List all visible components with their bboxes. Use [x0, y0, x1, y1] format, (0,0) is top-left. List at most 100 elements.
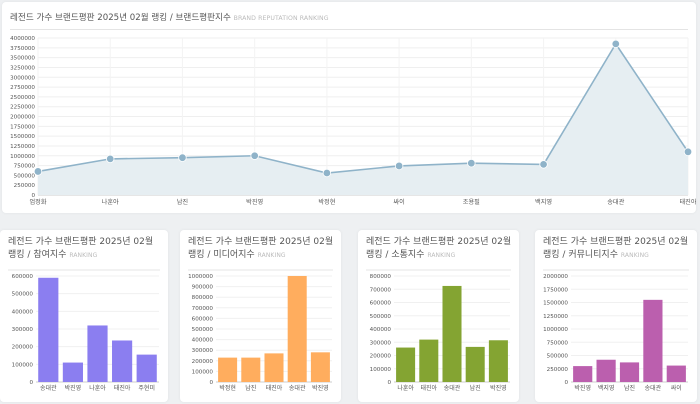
y-tick-label: 300000 [370, 340, 392, 346]
bar [573, 366, 593, 382]
area-fill [38, 43, 688, 196]
x-tick-label: 싸이 [671, 384, 682, 392]
media-title-text: 레전드 가수 브랜드평판 2025년 02월 랭킹 / 미디어지수 [188, 237, 334, 260]
data-point [33, 167, 43, 176]
data-point [467, 159, 476, 168]
x-tick-label: 남진 [177, 198, 189, 206]
x-tick-label: 나훈아 [102, 198, 119, 206]
data-point [250, 151, 259, 160]
main-chart-title: 레전드 가수 브랜드평판 2025년 02월 랭킹 / 브랜드평판지수 BRAN… [10, 12, 688, 25]
bar [112, 340, 133, 382]
y-tick-label: 1250000 [543, 314, 568, 320]
y-tick-label: 600000 [192, 316, 214, 322]
y-tick-label: 1000000 [188, 274, 213, 280]
y-tick-label: 3250000 [10, 65, 35, 71]
bar [488, 340, 508, 382]
y-tick-label: 400000 [370, 327, 392, 333]
participation-title-text: 레전드 가수 브랜드평판 2025년 02월 랭킹 / 참여지수 [8, 237, 154, 260]
communication-chart-title: 레전드 가수 브랜드평판 2025년 02월 랭킹 / 소통지수 RANKING [366, 236, 513, 262]
y-tick-label: 700000 [370, 287, 392, 293]
bar [442, 285, 462, 382]
brand-reputation-card: 레전드 가수 브랜드평판 2025년 02월 랭킹 / 브랜드평판지수 BRAN… [2, 2, 697, 213]
y-tick-label: 250000 [547, 367, 569, 373]
x-tick-label: 태진아 [266, 384, 283, 392]
y-tick-label: 700000 [192, 306, 214, 312]
y-tick-label: 1000000 [10, 154, 35, 160]
y-tick-label: 1500000 [10, 134, 35, 140]
community-subtitle: RANKING [620, 252, 649, 259]
x-tick-label: 송대관 [645, 384, 662, 392]
data-point [178, 153, 187, 162]
participation-index-card: 레전드 가수 브랜드평판 2025년 02월 랭킹 / 참여지수 RANKING… [0, 230, 168, 402]
y-tick-label: 750000 [14, 164, 36, 170]
x-tick-label: 백지영 [598, 384, 615, 392]
bar [643, 299, 663, 382]
community-index-card: 레전드 가수 브랜드평판 2025년 02월 랭킹 / 커뮤니티지수 RANKI… [535, 230, 697, 402]
x-tick-label: 남진 [624, 384, 635, 392]
x-tick-label: 박정현 [318, 198, 335, 206]
x-tick-label: 태진아 [114, 384, 131, 392]
x-tick-label: 태진아 [679, 198, 696, 206]
y-tick-label: 600000 [12, 274, 34, 280]
media-chart-title: 레전드 가수 브랜드평판 2025년 02월 랭킹 / 미디어지수 RANKIN… [188, 236, 335, 262]
y-tick-label: 2000000 [10, 115, 35, 121]
main-chart-title-text: 레전드 가수 브랜드평판 2025년 02월 랭킹 / 브랜드평판지수 [10, 13, 231, 23]
data-point [322, 168, 332, 178]
media-subtitle: RANKING [257, 252, 286, 259]
y-tick-label: 400000 [12, 309, 34, 315]
y-tick-label: 0 [31, 193, 35, 199]
y-tick-label: 200000 [192, 359, 214, 365]
bar [619, 362, 640, 382]
y-tick-label: 500000 [370, 314, 392, 320]
participation-bar-chart: 0 100000 200000 300000 400000 500000 600000 송대관… [8, 269, 160, 392]
x-tick-label: 박진영 [490, 384, 507, 392]
x-tick-label: 백지영 [535, 198, 552, 206]
y-tick-label: 2000000 [543, 274, 568, 280]
y-tick-label: 200000 [12, 345, 34, 351]
x-tick-label: 주현미 [138, 384, 155, 392]
community-title-text: 레전드 가수 브랜드평판 2025년 02월 랭킹 / 커뮤니티지수 [543, 237, 689, 260]
y-tick-label: 1750000 [543, 287, 568, 293]
y-tick-label: 500000 [192, 327, 214, 333]
y-tick-label: 0 [29, 380, 33, 386]
bar [310, 352, 330, 382]
y-tick-label: 500000 [12, 292, 34, 298]
bar [419, 339, 439, 382]
participation-subtitle: RANKING [69, 252, 98, 259]
x-tick-label: 나훈아 [89, 384, 106, 392]
community-bar-chart: 0 250000 500000 750000 1000000 1250000 1500000… [543, 269, 689, 392]
y-tick-label: 100000 [192, 369, 214, 375]
y-tick-label: 600000 [370, 301, 392, 307]
x-tick-label: 싸이 [393, 198, 404, 206]
y-tick-label: 2250000 [10, 105, 35, 111]
y-tick-label: 250000 [14, 183, 36, 189]
y-tick-label: 0 [564, 380, 568, 386]
communication-subtitle: RANKING [427, 252, 456, 259]
brand-reputation-line-chart: 0 250000 500000 750000 1000000 1250000 1500000… [10, 36, 697, 206]
bar [62, 362, 83, 382]
bar [241, 357, 261, 382]
y-tick-label: 200000 [370, 354, 392, 360]
data-point [394, 161, 404, 171]
x-tick-label: 박진영 [312, 384, 329, 392]
x-tick-label: 남진 [245, 384, 256, 392]
y-tick-label: 2500000 [10, 95, 35, 101]
communication-bar-chart: 0 100000 200000 300000 400000 500000 600000 700… [366, 269, 511, 392]
x-tick-label: 조용필 [463, 199, 480, 206]
y-tick-label: 500000 [14, 173, 36, 179]
y-tick-label: 1000000 [543, 327, 568, 333]
y-tick-label: 900000 [192, 285, 214, 291]
bar [465, 346, 485, 382]
bar [218, 357, 238, 382]
communication-index-card: 레전드 가수 브랜드평판 2025년 02월 랭킹 / 소통지수 RANKING… [358, 230, 519, 402]
bar [396, 347, 416, 382]
bar [287, 276, 307, 382]
bar [666, 365, 686, 382]
data-point [683, 147, 693, 157]
y-tick-label: 300000 [12, 327, 34, 333]
series-line [37, 42, 689, 174]
communication-title-text: 레전드 가수 브랜드평판 2025년 02월 랭킹 / 소통지수 [366, 237, 512, 260]
y-tick-label: 2750000 [10, 85, 35, 91]
y-tick-label: 400000 [192, 338, 214, 344]
y-tick-label: 100000 [12, 362, 34, 368]
